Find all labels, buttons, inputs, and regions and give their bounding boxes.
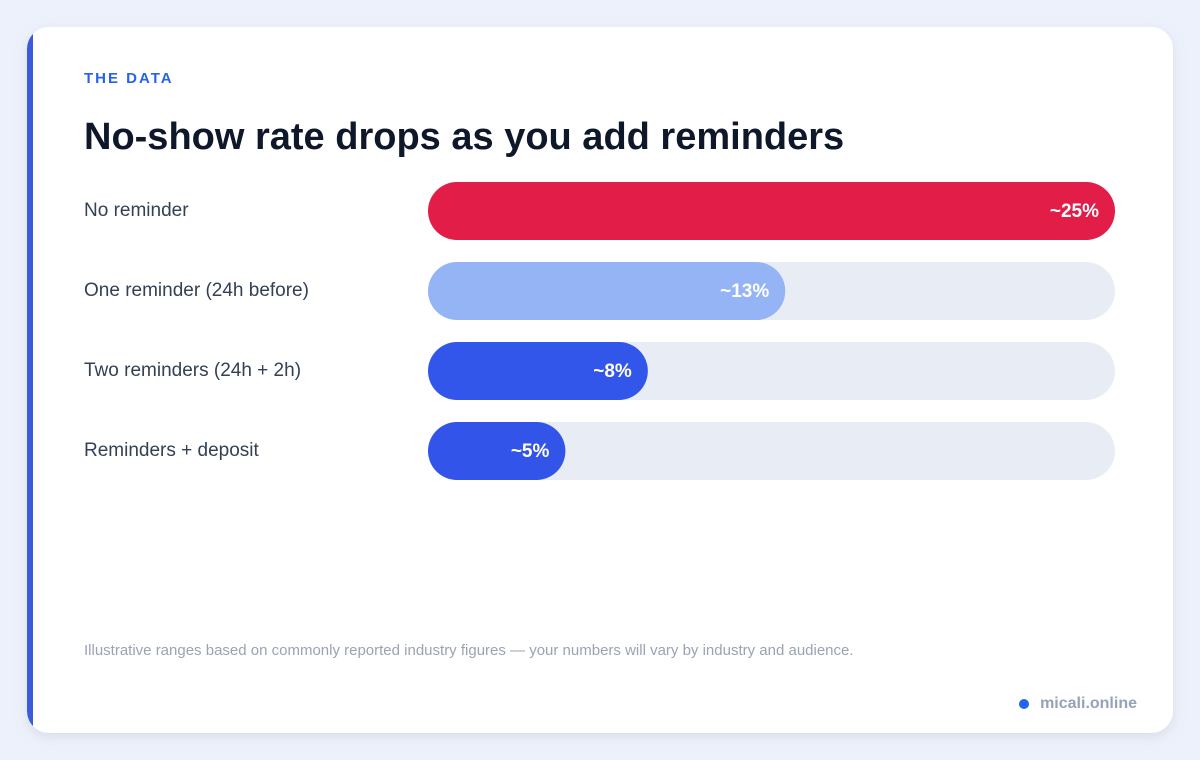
category-label: No reminder bbox=[84, 200, 189, 221]
value-label: ~8% bbox=[593, 361, 632, 382]
category-label: Reminders + deposit bbox=[84, 440, 260, 461]
category-label: Two reminders (24h + 2h) bbox=[84, 360, 301, 381]
value-label: ~25% bbox=[1050, 201, 1099, 222]
bar bbox=[428, 422, 566, 480]
chart-title: No-show rate drops as you add reminders bbox=[84, 116, 844, 158]
brand: micali.online bbox=[1040, 695, 1137, 712]
brand-dot bbox=[1019, 699, 1029, 709]
bar bbox=[428, 262, 786, 320]
category-label: One reminder (24h before) bbox=[84, 280, 309, 301]
accent-bar bbox=[27, 27, 33, 733]
value-label: ~13% bbox=[720, 281, 769, 302]
value-label: ~5% bbox=[511, 441, 550, 462]
bar bbox=[428, 182, 1115, 240]
footnote: Illustrative ranges based on commonly re… bbox=[84, 642, 854, 659]
bar bbox=[428, 342, 648, 400]
eyebrow: THE DATA bbox=[84, 70, 174, 87]
bar-track bbox=[428, 422, 1115, 480]
